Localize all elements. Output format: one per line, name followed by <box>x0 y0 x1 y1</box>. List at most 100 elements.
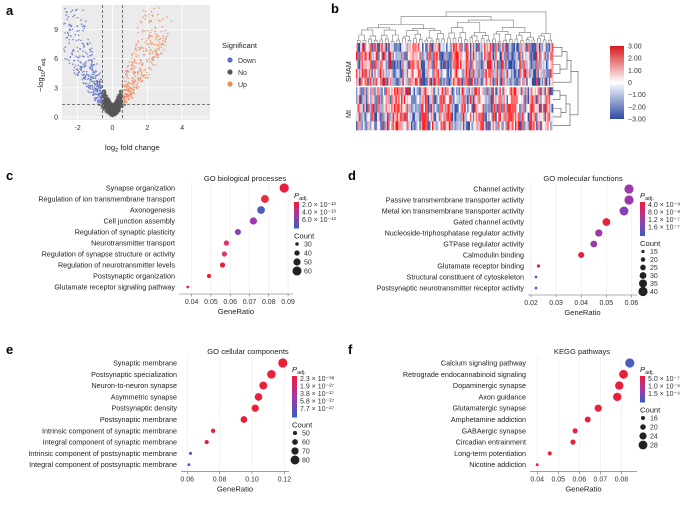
dotplot-category-label: GABAergic synapse <box>462 426 526 435</box>
count-legend-dot <box>640 257 646 262</box>
dotplot-category-label: Intrinsic component of postsynaptic memb… <box>28 449 177 458</box>
count-legend-dot <box>640 424 646 430</box>
heatmap-row-label-mi: MI <box>344 110 353 118</box>
heatmap-colorbar <box>610 46 624 119</box>
dotplot-point <box>240 416 248 423</box>
volcano-legend-label: Up <box>238 82 247 89</box>
count-legend-value: 16 <box>650 416 658 423</box>
volcano-legend: Significant Down No Up <box>222 41 258 89</box>
dotplot-category-label: Glutamate receptor signaling pathway <box>54 283 175 292</box>
padj-legend-value: 2.0 × 10⁻¹³ <box>302 202 337 209</box>
dotplot-point <box>206 273 212 279</box>
dotplot-category-label: Calcium signaling pathway <box>441 359 527 368</box>
padj-colorbar <box>294 202 299 229</box>
padj-legend-value: 4.0 × 10⁻⁸ <box>648 202 680 209</box>
count-legend-dot <box>638 440 648 450</box>
dotplot-point <box>613 392 622 402</box>
padj-legend-title: Padj. <box>294 191 308 202</box>
volcano-legend-label: No <box>238 70 247 77</box>
count-legend-dot <box>641 249 645 254</box>
dotplot-go-cellular-components: e GO cellular components 0.06 0.08 0.10 0.12 G… <box>6 342 335 494</box>
count-legend-value: 60 <box>304 269 312 276</box>
count-legend-value: 25 <box>650 265 658 272</box>
heatmap-row-label-sham: SHAM <box>344 61 353 82</box>
dotplot-category-label: Glutamate receptor binding <box>437 262 524 271</box>
dotplot-category-label: Calmodulin binding <box>463 251 524 260</box>
dotplot-point <box>187 463 191 467</box>
count-legend-dot <box>292 266 302 276</box>
panel-f-label: f <box>348 342 353 357</box>
count-legend-dot <box>293 258 301 266</box>
padj-legend-title: Padj. <box>640 191 654 202</box>
dotplot-point <box>249 217 257 225</box>
dotplot-point <box>251 404 259 412</box>
dotplot-point <box>590 240 598 248</box>
dotplot-category-label: Postsynaptic specialization <box>91 370 177 379</box>
dotplot-point <box>186 285 190 289</box>
dotplot-category-label: Structural constituent of cytoskeleton <box>407 273 524 282</box>
dotplot-xtick: 0.08 <box>213 477 227 484</box>
dotplot-xtick: 0.07 <box>243 299 257 306</box>
padj-colorbar <box>292 376 297 418</box>
dotplot-category-label: GTPase regulator activity <box>443 240 524 249</box>
count-legend-value: 35 <box>650 281 658 288</box>
volcano-xtick: -2 <box>75 125 81 132</box>
heatmap: SHAM MI 3.00 2.00 1.00 0 −1.00 −2.00 −3.00 <box>344 11 646 131</box>
dotplot-point <box>223 240 230 246</box>
count-legend-dot <box>640 264 646 271</box>
dotplot-category-label: Retrograde endocannabinoid signaling <box>403 370 526 379</box>
dotplot-xtick: 0.04 <box>530 477 544 484</box>
count-legend-value: 30 <box>304 242 312 249</box>
dotplot-xtick: 0.03 <box>549 300 563 307</box>
count-legend-dot <box>290 455 300 465</box>
volcano-legend-title: Significant <box>222 41 258 50</box>
padj-legend-value: 1.5 × 10⁻⁶ <box>648 391 680 398</box>
dotplot-category-label: Axonogenesis <box>130 206 176 215</box>
padj-legend-value: 6.0 × 10⁻¹³ <box>302 217 337 224</box>
dotplot-xtick: 0.06 <box>572 477 586 484</box>
dotplot-category-label: Integral component of postsynaptic membr… <box>29 460 177 469</box>
volcano-xtick: 2 <box>145 125 149 132</box>
dotplot-category-label: Nicotine addiction <box>469 460 526 469</box>
dotplot-point <box>535 463 539 467</box>
dotplot-category-label: Asymmetric synapse <box>111 392 177 401</box>
dotplot-category-label: Metal ion transmembrane transporter acti… <box>382 207 525 216</box>
dotplot-point <box>584 416 591 423</box>
dotplot-point <box>547 451 552 456</box>
panel-d-label: d <box>348 168 356 183</box>
count-legend-dot <box>641 416 645 420</box>
dotplot-go-biological-processes: c GO biological processes 0.04 0.05 0.06 0.07… <box>6 168 337 316</box>
padj-legend-value: 1.2 × 10⁻⁷ <box>648 217 680 224</box>
volcano-legend-swatch <box>227 57 233 63</box>
dotplot-category-label: Amphetamine addiction <box>451 415 526 424</box>
heatmap-cells <box>356 43 554 131</box>
dotplot-category-label: Postsynaptic neurotransmitter receptor a… <box>377 284 525 293</box>
dotplot-title: GO biological processes <box>204 174 287 183</box>
dotplot-category-label: Synapse organization <box>106 184 175 193</box>
padj-legend-value: 3.8 × 10⁻²⁷ <box>300 391 335 398</box>
heatmap-colorbar-label: −2.00 <box>628 104 646 111</box>
volcano-xlabel: log2 fold change <box>105 143 160 154</box>
padj-legend-value: 1.6 × 10⁻⁷ <box>648 225 680 232</box>
count-legend-value: 15 <box>650 249 658 256</box>
padj-legend-value: 1.9 × 10⁻²⁷ <box>300 384 335 391</box>
count-legend-value: 40 <box>304 251 312 258</box>
count-legend-value: 50 <box>304 260 312 267</box>
dotplot-point <box>619 369 628 379</box>
dotplot-xlabel: GeneRatio <box>218 307 254 316</box>
heatmap-colorbar-label: −1.00 <box>628 92 646 99</box>
dotplot-point <box>624 184 634 194</box>
dotplot-category-label: Dopaminergic synapse <box>453 381 526 390</box>
padj-legend-title: Padj. <box>292 365 306 376</box>
count-legend-value: 28 <box>650 443 658 450</box>
dotplot-category-label: Intrinsic component of synaptic membrane <box>42 426 177 435</box>
dotplot-point <box>259 381 268 390</box>
dotplot-xtick: 0.06 <box>223 299 237 306</box>
dotplot-point <box>279 183 289 193</box>
count-legend-dot <box>292 439 298 445</box>
dotplot-point <box>572 428 578 434</box>
dotplot-category-label: Nucleoside-triphosphatase regulator acti… <box>385 229 525 238</box>
count-legend-value: 20 <box>650 425 658 432</box>
dotplot-point <box>278 358 288 368</box>
